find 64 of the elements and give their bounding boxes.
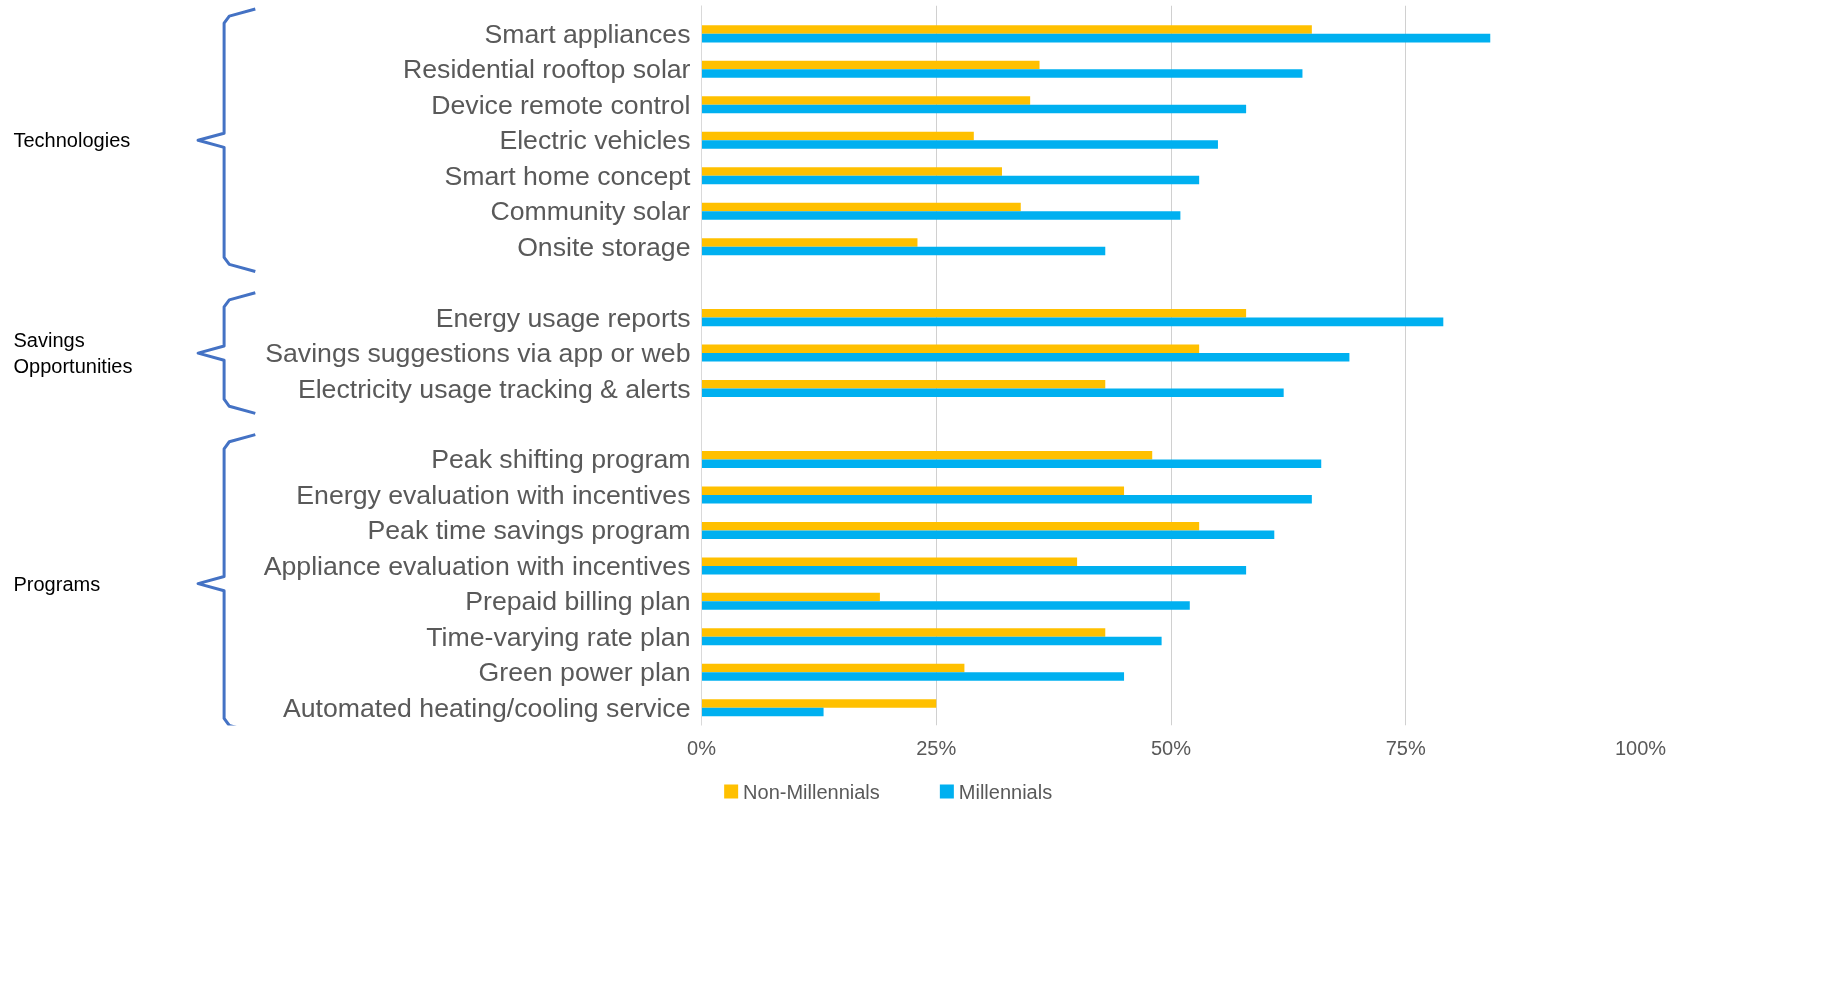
bar [701, 672, 1125, 681]
bar [701, 636, 1162, 646]
bar [701, 353, 1350, 362]
bar [701, 202, 1021, 212]
bar [701, 494, 1312, 504]
y-tick-label: Appliance evaluation with incentives [263, 550, 691, 581]
y-tick-label: Smart home concept [444, 160, 692, 191]
x-tick-label: 0% [687, 736, 717, 759]
bar [701, 25, 1312, 34]
bar [701, 380, 1106, 389]
bar [701, 707, 824, 717]
bar [701, 663, 965, 673]
bar [701, 628, 1106, 637]
y-tick-label: Device remote control [431, 89, 691, 120]
bar [701, 557, 1078, 566]
text: Programs [13, 572, 101, 595]
bar [701, 69, 1303, 78]
bar [701, 211, 1181, 220]
y-tick-label: Automated heating/cooling service [283, 692, 691, 723]
y-tick-label: Savings suggestions via app or web [265, 338, 691, 369]
bar [701, 238, 918, 247]
bar [701, 565, 1247, 575]
bar [701, 60, 1040, 70]
text: Technologies [13, 129, 131, 152]
bar [701, 592, 880, 602]
x-tick-label: 25% [916, 736, 957, 759]
y-tick-label: Peak time savings program [367, 515, 691, 546]
bar [701, 388, 1284, 398]
bar [701, 317, 1444, 327]
bar [701, 601, 1190, 610]
x-tick-label: 75% [1385, 736, 1426, 759]
legend-label: Millennials [958, 780, 1053, 803]
y-tick-label: Time-varying rate plan [426, 621, 691, 652]
y-tick-label: Electric vehicles [499, 125, 691, 156]
bar [701, 450, 1153, 460]
bar [701, 246, 1106, 256]
bar [701, 309, 1247, 318]
y-tick-label: Peak shifting program [431, 444, 691, 475]
bar [701, 530, 1275, 539]
bar [701, 344, 1200, 354]
x-tick-label: 100% [1614, 736, 1667, 759]
bar [701, 140, 1218, 149]
y-tick-label: Electricity usage tracking & alerts [297, 373, 691, 404]
text: Savings Opportunities [13, 328, 133, 378]
y-tick-label: Energy usage reports [435, 302, 691, 333]
bar [701, 175, 1200, 185]
y-tick-label: Green power plan [478, 657, 691, 688]
bar [701, 521, 1200, 531]
y-tick-label: Energy evaluation with incentives [296, 479, 691, 510]
bar [701, 96, 1031, 105]
y-tick-label: Community solar [490, 196, 691, 227]
bar [701, 131, 974, 141]
bar [701, 699, 937, 708]
y-tick-label: Smart appliances [484, 18, 691, 49]
y-tick-label: Onsite storage [517, 231, 691, 262]
x-tick-label: 50% [1150, 736, 1192, 759]
legend-label: Non-Millennials [743, 780, 880, 803]
bar [701, 486, 1125, 495]
bar [701, 104, 1247, 114]
y-tick-label: Residential rooftop solar [403, 54, 691, 85]
bar [701, 459, 1322, 468]
bar [701, 167, 1002, 176]
bar [701, 33, 1491, 43]
y-tick-label: Prepaid billing plan [465, 586, 691, 617]
